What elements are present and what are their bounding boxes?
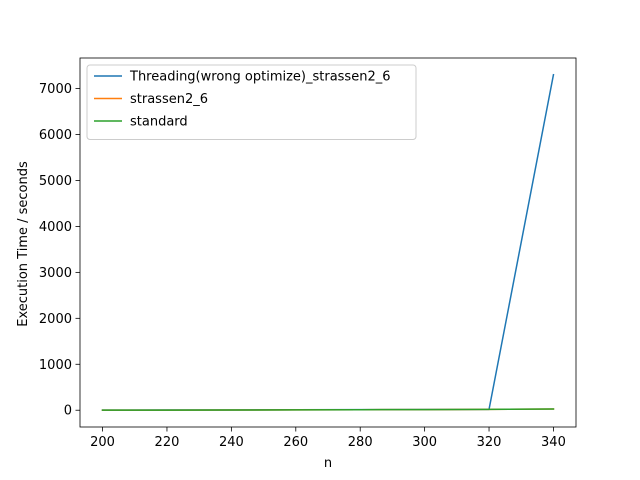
x-tick-label: 340 (541, 435, 566, 450)
x-tick-label: 320 (477, 435, 502, 450)
y-tick-label: 2000 (39, 312, 72, 327)
x-axis-label: n (324, 456, 332, 471)
x-tick-label: 280 (348, 435, 373, 450)
legend-label-0: Threading(wrong optimize)_strassen2_6 (129, 70, 391, 85)
x-tick-label: 240 (219, 435, 244, 450)
y-tick-label: 1000 (39, 358, 72, 373)
axes (79, 57, 577, 428)
x-tick-label: 300 (412, 435, 437, 450)
legend-label-1: strassen2_6 (130, 92, 208, 107)
legend-label-2: standard (130, 115, 188, 130)
y-tick-label: 4000 (39, 220, 72, 235)
y-axis-ticks: 0 1000 2000 3000 4000 5000 6000 7000 (39, 82, 80, 419)
legend-box (86, 64, 417, 140)
x-tick-label: 200 (90, 435, 115, 450)
plot-lines (101, 73, 555, 411)
y-tick-label: 5000 (39, 174, 72, 189)
series-line-2 (101, 408, 555, 411)
x-tick-label: 220 (155, 435, 180, 450)
legend: Threading(wrong optimize)_strassen2_6str… (86, 64, 417, 140)
x-axis-ticks: 200 220 240 260 280 300 320 340 (90, 427, 566, 450)
y-tick-label: 6000 (39, 128, 72, 143)
y-tick-label: 0 (64, 404, 72, 419)
y-tick-label: 3000 (39, 266, 72, 281)
y-tick-label: 7000 (39, 82, 72, 97)
y-axis-label: Execution Time / seconds (16, 161, 31, 327)
plot-frame (79, 57, 577, 428)
x-tick-label: 260 (283, 435, 308, 450)
